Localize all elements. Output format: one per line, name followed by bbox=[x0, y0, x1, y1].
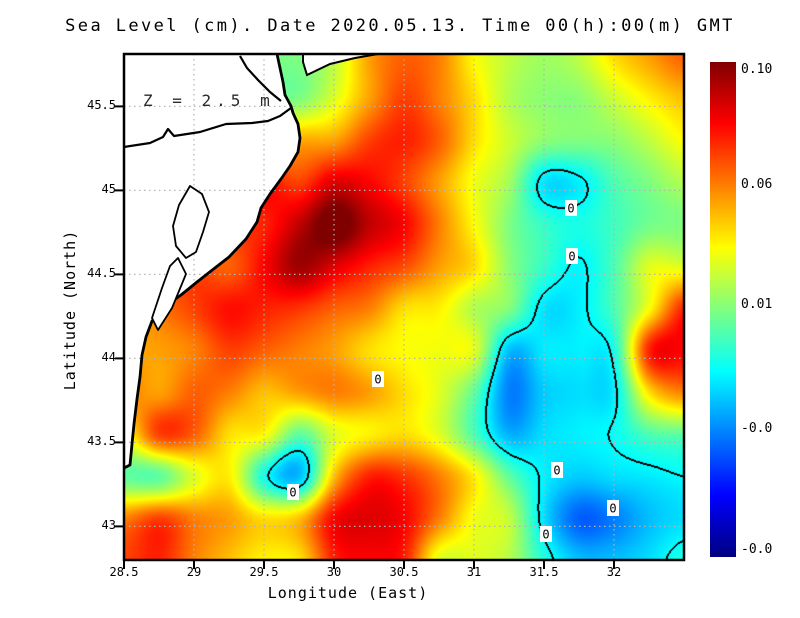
x-axis-title: Longitude (East) bbox=[267, 584, 429, 602]
x-tick-label: 31.5 bbox=[529, 565, 559, 579]
x-tick-label: 29 bbox=[186, 565, 202, 579]
colorbar-tick-label: 0.06 bbox=[741, 177, 773, 192]
y-tick-label: 45.5 bbox=[87, 98, 116, 113]
x-tick-label: 32 bbox=[606, 565, 622, 579]
y-tick-label: 45 bbox=[101, 182, 116, 197]
x-tick-label: 30 bbox=[326, 565, 342, 579]
y-tick-label: 43 bbox=[101, 518, 116, 533]
x-tick-label: 29.5 bbox=[249, 565, 279, 579]
colorbar-tick-label: -0.0 bbox=[741, 421, 773, 436]
colorbar-tick-label: 0.01 bbox=[741, 297, 773, 312]
sea-level-heatmap bbox=[124, 54, 684, 560]
colorbar bbox=[710, 62, 736, 557]
y-tick-label: 44 bbox=[101, 350, 116, 365]
y-tick-label: 44.5 bbox=[87, 266, 116, 281]
colorbar-tick-label: -0.0 bbox=[741, 542, 773, 557]
depth-annotation: Z = 2.5 m bbox=[143, 91, 275, 110]
x-tick-label: 28.5 bbox=[109, 565, 139, 579]
y-axis-title: Latitude (North) bbox=[61, 229, 79, 391]
x-tick-label: 30.5 bbox=[389, 565, 419, 579]
plot-title: Sea Level (cm). Date 2020.05.13. Time 00… bbox=[65, 16, 735, 36]
colorbar-tick-label: 0.10 bbox=[741, 62, 773, 77]
x-tick-label: 31 bbox=[466, 565, 482, 579]
y-tick-label: 43.5 bbox=[87, 434, 116, 449]
